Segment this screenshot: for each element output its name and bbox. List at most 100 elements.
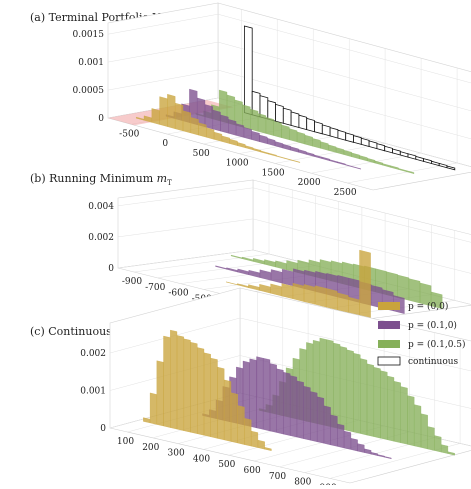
- bar: [281, 124, 290, 140]
- bar: [328, 144, 337, 153]
- bar: [182, 110, 191, 134]
- panel-a: (a) Terminal Portfolio Value VTΦ and VTΨ…: [30, 2, 471, 198]
- z-tick-label: 0: [100, 424, 106, 434]
- bar: [198, 122, 207, 138]
- bar: [339, 346, 347, 431]
- x-tick-label: -700: [145, 283, 165, 293]
- series-p-0-0-: [136, 94, 301, 163]
- bar: [303, 284, 316, 305]
- bar: [224, 379, 232, 442]
- x-tick-label: 200: [142, 443, 159, 453]
- bar: [377, 454, 385, 458]
- x-tick-label: 100: [117, 437, 134, 447]
- bar: [392, 148, 401, 156]
- bar: [387, 375, 395, 442]
- bar: [400, 386, 408, 445]
- legend-swatch-p010: [378, 321, 400, 329]
- bar: [351, 152, 360, 160]
- bar: [360, 358, 368, 436]
- legend-label-p0105: p = (0.1,0.5): [408, 339, 466, 350]
- grid-line-z: [117, 187, 471, 243]
- x-tick-label: 500: [193, 149, 210, 159]
- bar: [252, 148, 262, 153]
- z-tick-label: 0.0015: [73, 30, 105, 40]
- panel-c: (c) Continuous vs. Discrete Trading VTΨ …: [30, 287, 471, 489]
- bar: [380, 370, 388, 440]
- bar: [243, 25, 253, 116]
- bar: [390, 165, 399, 170]
- series-p-0-0-: [226, 249, 371, 319]
- bar: [167, 94, 176, 129]
- bar: [364, 448, 372, 455]
- bar: [320, 141, 329, 151]
- bar: [283, 372, 291, 436]
- grid-line-z: [107, 41, 471, 112]
- grid-line-z: [109, 317, 471, 372]
- bar: [290, 375, 298, 438]
- bar: [314, 285, 327, 308]
- bar: [312, 138, 321, 149]
- legend: p = (0,0) p = (0.1,0) p = (0.1,0.5) cont…: [377, 301, 466, 367]
- bar: [423, 158, 432, 165]
- panel-a-bars: [136, 25, 456, 174]
- bar: [407, 153, 417, 160]
- bar: [151, 108, 160, 125]
- bar: [235, 123, 245, 138]
- bar: [176, 335, 184, 431]
- bar: [197, 347, 205, 436]
- bar: [438, 162, 448, 169]
- bar: [290, 146, 299, 153]
- bar: [357, 443, 365, 453]
- bar: [337, 423, 345, 449]
- bar: [376, 143, 386, 152]
- bar: [257, 439, 265, 450]
- bar: [414, 404, 422, 448]
- x-tick-label: 500: [218, 460, 235, 470]
- bar: [427, 426, 435, 451]
- bar: [175, 102, 184, 132]
- bar: [360, 137, 370, 148]
- x-tick-label: -500: [119, 129, 139, 139]
- z-tick-label: 0.001: [80, 387, 106, 397]
- bar: [397, 274, 410, 301]
- x-tick-label: 700: [269, 472, 286, 482]
- grid-line-z: [107, 13, 471, 84]
- bar: [237, 405, 245, 445]
- x-tick-label: 800: [294, 478, 311, 485]
- bar: [290, 111, 300, 129]
- bar: [245, 145, 254, 151]
- bar: [303, 386, 311, 441]
- bar: [210, 357, 218, 439]
- legend-swatch-p00: [378, 302, 400, 310]
- bar: [384, 145, 393, 154]
- x-tick-label: -600: [168, 289, 188, 299]
- bar: [346, 349, 354, 433]
- x-tick-label: 0: [162, 139, 168, 149]
- bar: [352, 166, 361, 170]
- bar: [393, 381, 401, 443]
- bar: [314, 121, 323, 135]
- bar: [310, 391, 318, 442]
- x-tick-label: 2000: [298, 178, 321, 188]
- bar: [275, 103, 284, 124]
- bar: [373, 367, 381, 439]
- bar: [350, 438, 358, 452]
- bar: [343, 150, 352, 157]
- bar: [420, 413, 428, 450]
- bar: [263, 358, 271, 432]
- bar: [317, 396, 325, 444]
- bar: [257, 113, 267, 134]
- bar: [441, 444, 449, 454]
- grid-line-z: [117, 218, 471, 274]
- bar: [289, 128, 298, 143]
- bar: [264, 447, 272, 451]
- bar: [370, 452, 378, 456]
- bar: [237, 142, 246, 148]
- x-tick-label: 2500: [334, 188, 357, 198]
- bar: [276, 368, 284, 435]
- legend-swatch-p0105: [378, 340, 400, 348]
- bar: [149, 392, 157, 425]
- bar: [430, 291, 443, 309]
